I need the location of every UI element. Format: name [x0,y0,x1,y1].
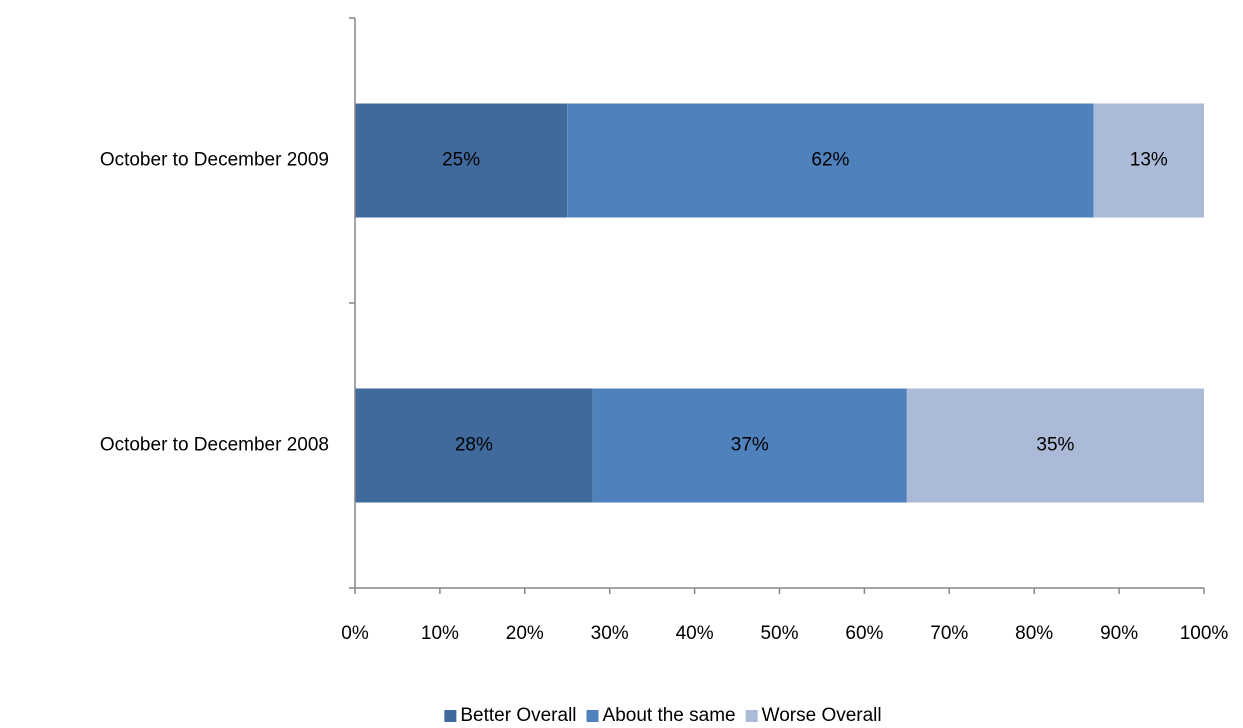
bar-segment [592,388,907,503]
x-tick-label: 10% [421,623,459,644]
data-label: 13% [1130,150,1168,171]
bar-segment [567,103,1094,218]
data-label: 62% [811,150,849,171]
x-tick-label: 80% [1015,623,1053,644]
x-tick-label: 0% [341,623,369,644]
legend-label: About the same [603,705,736,726]
legend-label: Worse Overall [762,705,882,726]
x-tick-label: 100% [1180,623,1229,644]
x-tick-label: 70% [930,623,968,644]
bar-segment [355,103,568,218]
x-tick-label: 60% [845,623,883,644]
x-tick-label: 50% [760,623,798,644]
bar-segment [906,388,1204,503]
x-tick-label: 30% [591,623,629,644]
x-tick-label: 90% [1100,623,1138,644]
legend-label: Better Overall [460,705,576,726]
data-label: 35% [1036,435,1074,456]
data-label: 37% [731,435,769,456]
legend-swatch [745,710,758,722]
legend-swatch [444,710,457,722]
bar-segment [1093,103,1204,218]
x-tick-label: 40% [676,623,714,644]
legend-swatch [586,710,599,722]
x-tick-label: 20% [506,623,544,644]
y-tick-label: October to December 2008 [100,435,329,456]
data-label: 25% [442,150,480,171]
data-label: 28% [455,435,493,456]
bar-segment [355,388,593,503]
y-tick-label: October to December 2009 [100,150,329,171]
